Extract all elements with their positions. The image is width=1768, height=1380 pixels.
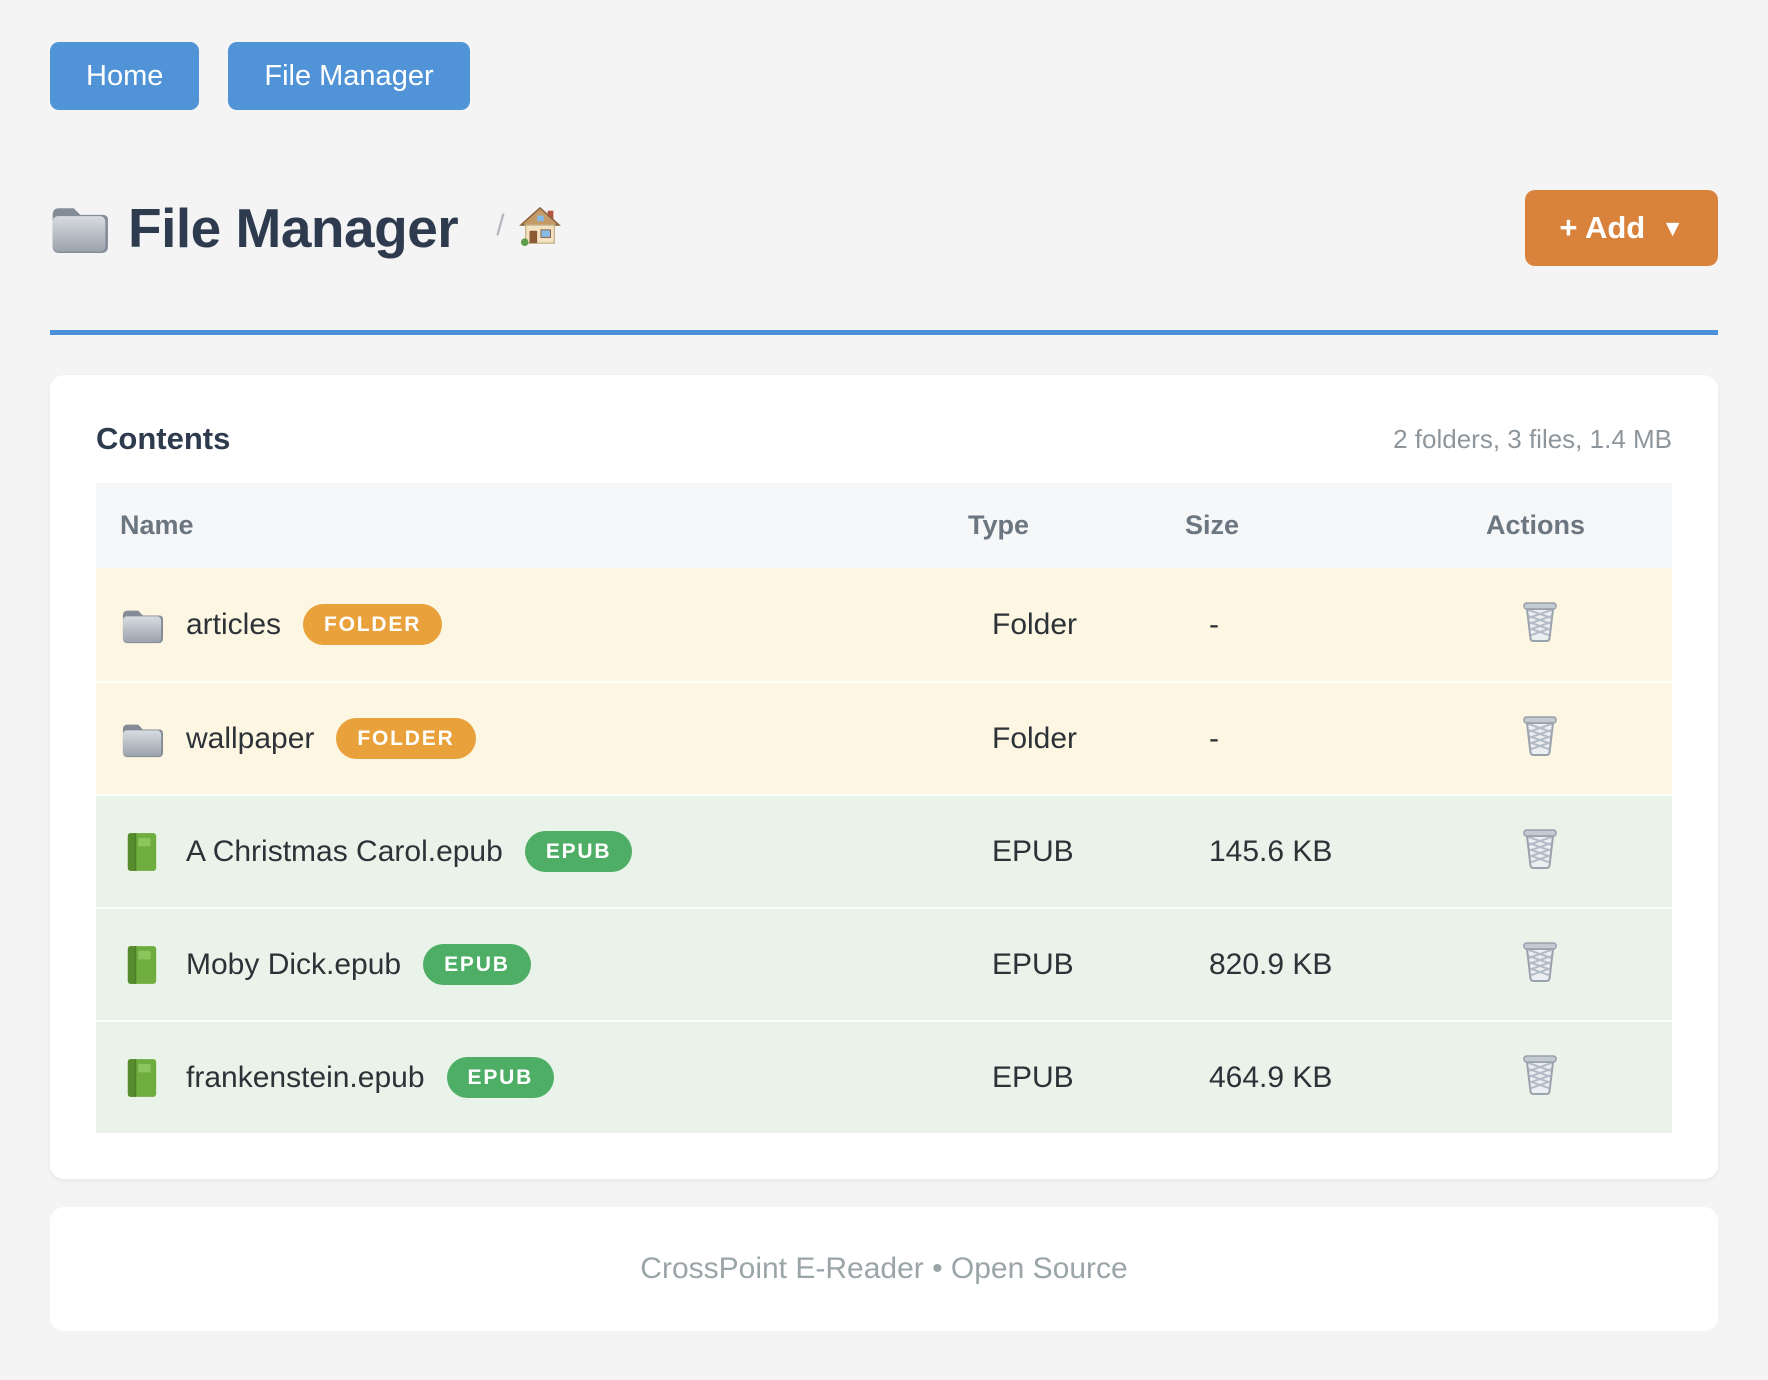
type-cell: Folder <box>992 721 1078 755</box>
size-cell: 145.6 KB <box>1209 834 1333 868</box>
header-divider <box>50 330 1718 335</box>
folder-icon <box>120 603 164 647</box>
delete-button[interactable] <box>1520 1052 1560 1096</box>
file-name[interactable]: articles <box>186 607 282 641</box>
file-name[interactable]: frankenstein.epub <box>186 1060 425 1094</box>
size-cell: - <box>1209 607 1219 641</box>
home-button[interactable]: Home <box>50 42 200 110</box>
file-name[interactable]: wallpaper <box>186 721 315 755</box>
column-header-actions: Actions <box>1486 510 1586 540</box>
type-badge: EPUB <box>524 831 633 872</box>
book-icon <box>120 943 164 987</box>
table-row: wallpaper FOLDER Folder - <box>96 681 1672 794</box>
folder-icon <box>120 717 164 761</box>
book-icon <box>120 1056 164 1100</box>
type-badge: FOLDER <box>336 718 476 759</box>
top-nav: Home File Manager <box>50 0 1718 110</box>
table-row: articles FOLDER Folder - <box>96 568 1672 681</box>
table-header-row: Name Type Size Actions <box>96 483 1672 568</box>
column-header-type: Type <box>968 510 1030 540</box>
trash-icon <box>1520 713 1560 757</box>
delete-button[interactable] <box>1520 713 1560 757</box>
table-row: Moby Dick.epub EPUB EPUB 820.9 KB <box>96 907 1672 1020</box>
contents-summary: 2 folders, 3 files, 1.4 MB <box>1393 423 1672 454</box>
file-name-cell[interactable]: articles FOLDER <box>96 603 968 647</box>
file-name-cell[interactable]: frankenstein.epub EPUB <box>96 1056 968 1100</box>
page: Home File Manager File Manager / + Add ▼… <box>50 0 1718 1331</box>
file-name-cell[interactable]: A Christmas Carol.epub EPUB <box>96 830 968 874</box>
contents-card-header: Contents 2 folders, 3 files, 1.4 MB <box>96 421 1672 457</box>
breadcrumb: / <box>496 205 560 251</box>
table-row: frankenstein.epub EPUB EPUB 464.9 KB <box>96 1020 1672 1133</box>
type-cell: EPUB <box>992 947 1074 981</box>
footer-text: CrossPoint E-Reader • Open Source <box>640 1252 1128 1285</box>
delete-button[interactable] <box>1520 599 1560 643</box>
file-table: Name Type Size Actions articles FOLDER F… <box>96 483 1672 1133</box>
type-badge: EPUB <box>446 1057 555 1098</box>
delete-button[interactable] <box>1520 939 1560 983</box>
size-cell: - <box>1209 721 1219 755</box>
type-badge: EPUB <box>423 944 531 985</box>
page-header: File Manager / + Add ▼ <box>50 190 1718 266</box>
folder-icon <box>50 203 108 253</box>
trash-icon <box>1520 826 1560 870</box>
trash-icon <box>1520 599 1560 643</box>
book-icon <box>120 830 164 874</box>
file-name-cell[interactable]: Moby Dick.epub EPUB <box>96 943 968 987</box>
file-manager-button[interactable]: File Manager <box>228 42 470 110</box>
column-header-name: Name <box>120 510 194 540</box>
type-badge: FOLDER <box>303 604 443 645</box>
type-cell: EPUB <box>992 834 1074 868</box>
file-name[interactable]: A Christmas Carol.epub <box>186 834 503 868</box>
title-group: File Manager / <box>50 196 561 260</box>
file-name[interactable]: Moby Dick.epub <box>186 947 402 981</box>
table-body: articles FOLDER Folder - wallpaper FOLDE… <box>96 568 1672 1133</box>
home-icon[interactable] <box>519 205 561 247</box>
trash-icon <box>1520 1052 1560 1096</box>
delete-button[interactable] <box>1520 826 1560 870</box>
trash-icon <box>1520 939 1560 983</box>
type-cell: Folder <box>992 607 1078 641</box>
breadcrumb-separator: / <box>496 209 505 242</box>
contents-card: Contents 2 folders, 3 files, 1.4 MB Name… <box>50 375 1718 1179</box>
page-title: File Manager <box>128 197 459 259</box>
file-name-cell[interactable]: wallpaper FOLDER <box>96 717 968 761</box>
size-cell: 464.9 KB <box>1209 1060 1333 1094</box>
add-button[interactable]: + Add ▼ <box>1525 190 1718 266</box>
size-cell: 820.9 KB <box>1209 947 1333 981</box>
column-header-size: Size <box>1185 510 1240 540</box>
table-row: A Christmas Carol.epub EPUB EPUB 145.6 K… <box>96 794 1672 907</box>
add-button-label: + Add <box>1559 210 1646 245</box>
footer: CrossPoint E-Reader • Open Source <box>50 1207 1718 1331</box>
type-cell: EPUB <box>992 1060 1074 1094</box>
contents-heading: Contents <box>96 421 231 456</box>
chevron-down-icon: ▼ <box>1661 214 1684 241</box>
